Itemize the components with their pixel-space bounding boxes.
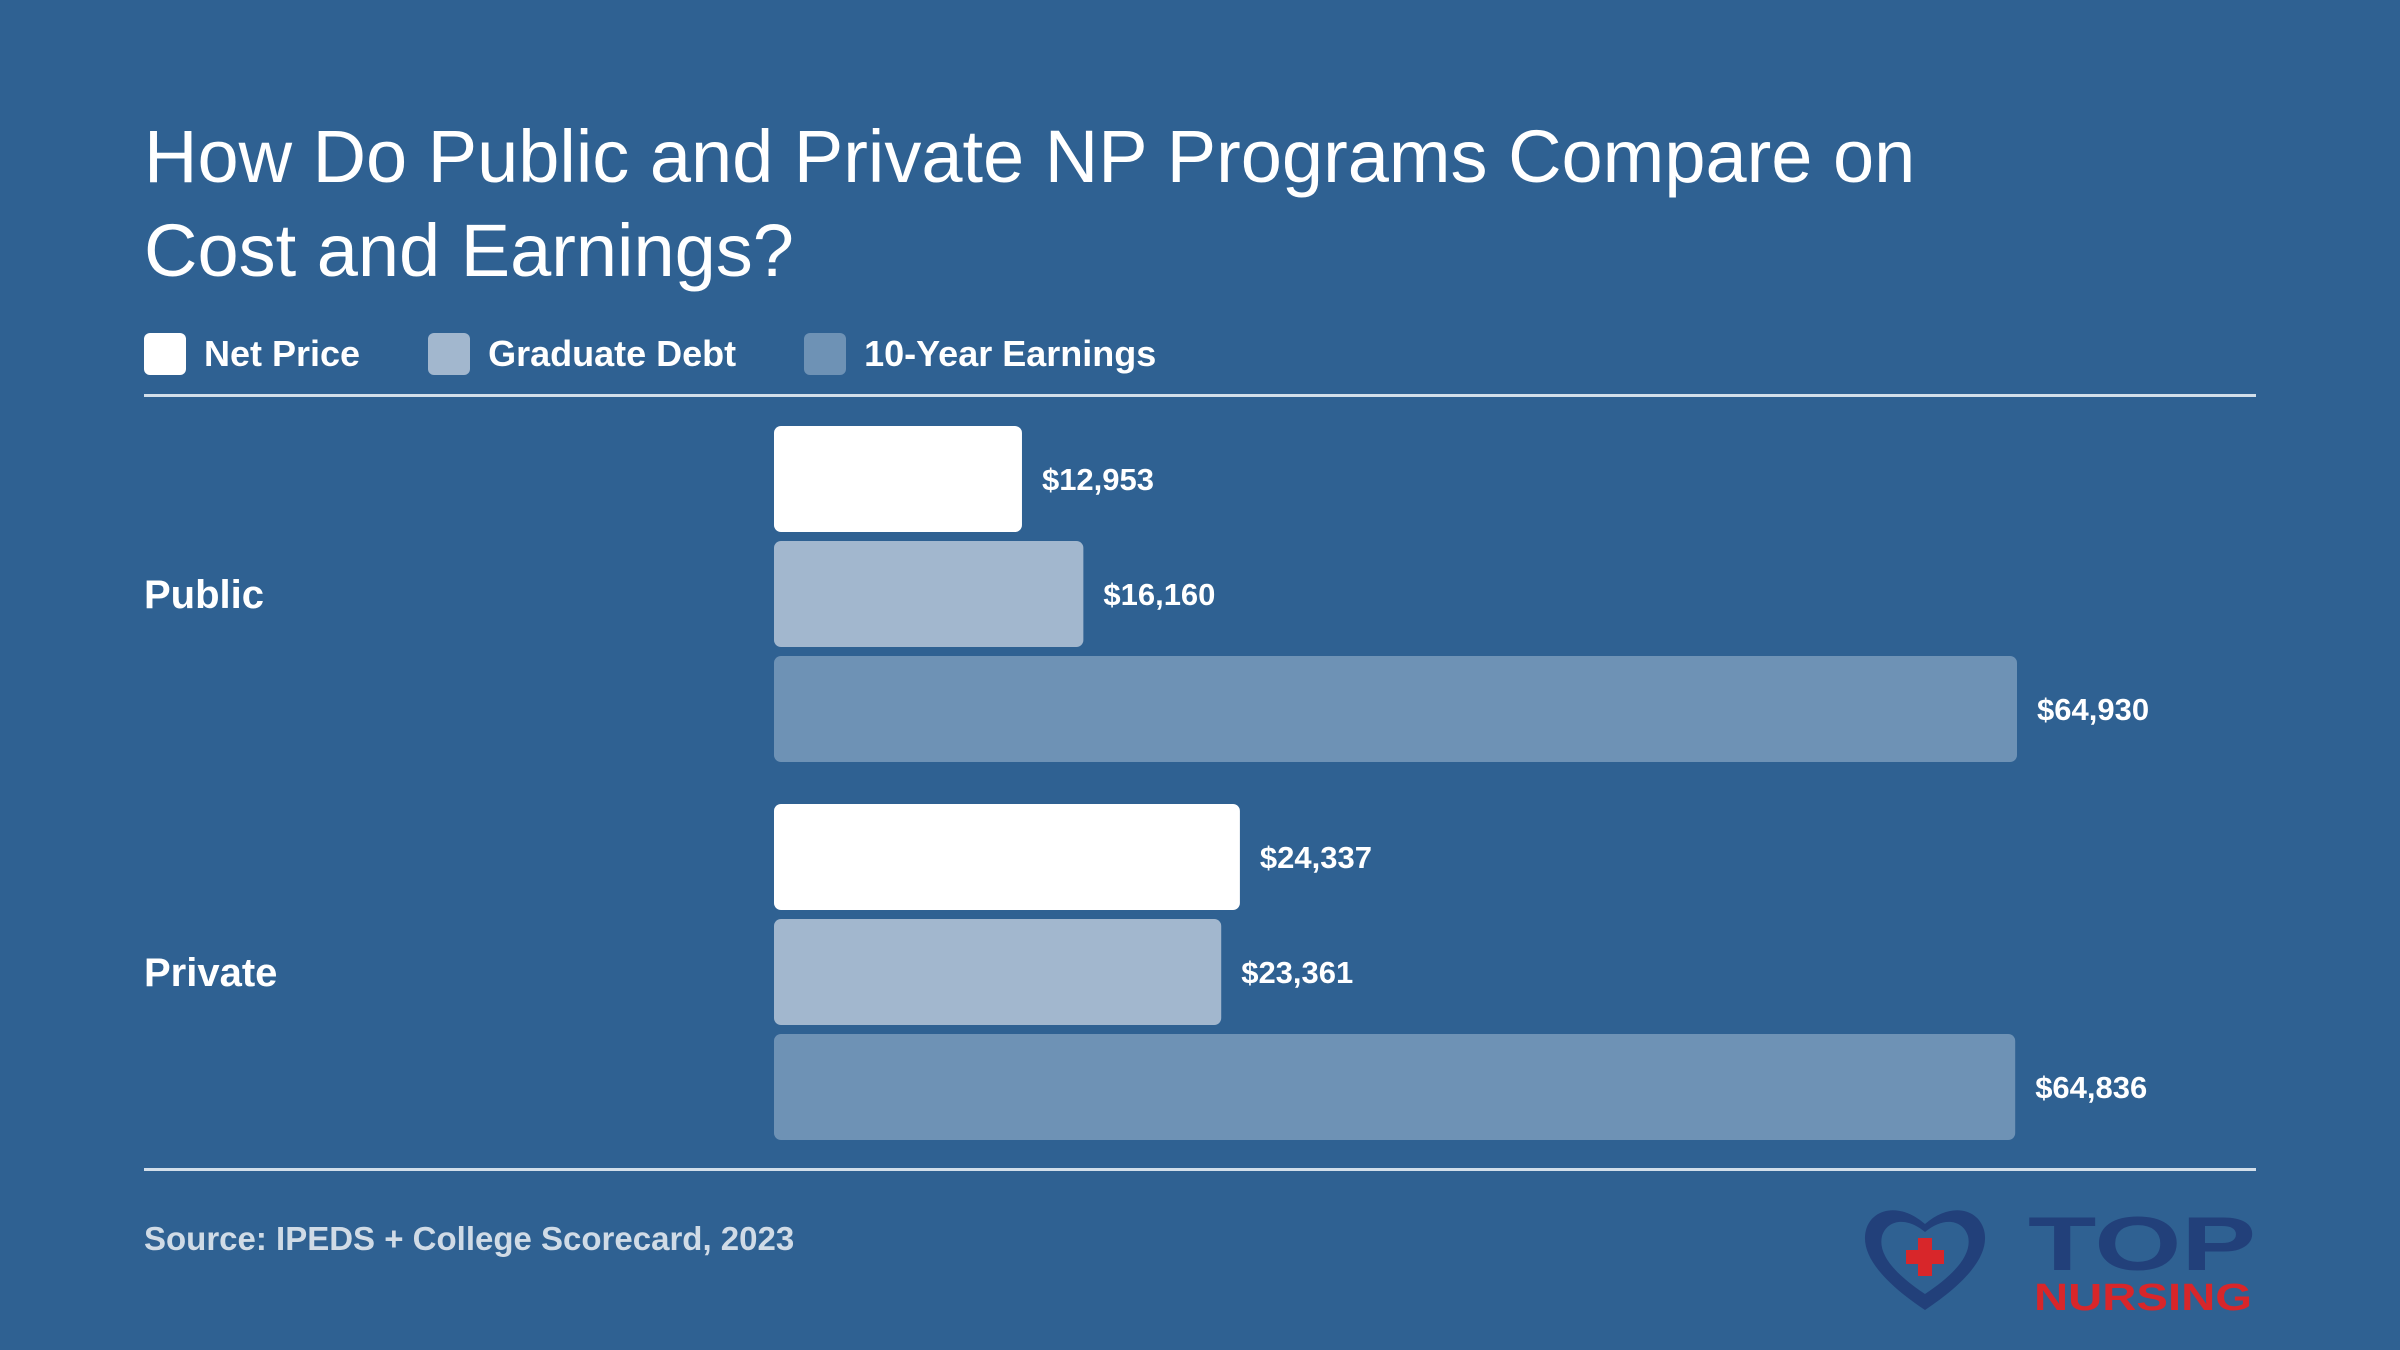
top-divider — [144, 394, 2256, 397]
data-label-private-graduate-debt: $23,361 — [1241, 955, 1353, 990]
bar-public-net-price — [774, 426, 1022, 532]
data-label-private-10-year-earnings: $64,836 — [2035, 1070, 2147, 1105]
legend-swatch-ten-year-earnings — [804, 333, 847, 375]
category-label-public: Public — [144, 573, 264, 617]
category-label-private: Private — [144, 951, 277, 995]
legend-item-graduate-debt: Graduate Debt — [428, 333, 736, 375]
legend-item-net-price: Net Price — [144, 333, 360, 375]
data-label-public-graduate-debt: $16,160 — [1103, 577, 1215, 612]
bar-public-graduate-debt — [774, 541, 1084, 647]
legend-item-ten-year-earnings: 10-Year Earnings — [804, 333, 1156, 375]
legend-label-graduate-debt: Graduate Debt — [488, 333, 737, 374]
logo-text-top: TOP — [2028, 1202, 2256, 1287]
legend-label-net-price: Net Price — [204, 333, 361, 374]
legend-swatch-graduate-debt — [428, 333, 471, 375]
data-label-private-net-price: $24,337 — [1260, 840, 1372, 875]
bar-private-graduate-debt — [774, 919, 1222, 1025]
legend-swatch-net-price — [144, 333, 186, 375]
heart-plus-icon — [1864, 1210, 1986, 1310]
data-label-public-net-price: $12,953 — [1042, 462, 1154, 497]
bar-private-net-price — [774, 804, 1240, 910]
legend-label-ten-year-earnings: 10-Year Earnings — [864, 333, 1157, 374]
legend: Net Price Graduate Debt 10-Year Earnings — [144, 330, 1224, 378]
bar-private-10-year-earnings — [774, 1034, 2016, 1140]
bar-public-10-year-earnings — [774, 656, 2017, 762]
logo-text-nursing: NURSING — [2034, 1277, 2252, 1318]
top-nursing-logo: TOP NURSING — [1864, 1202, 2256, 1318]
bottom-divider — [144, 1168, 2256, 1171]
data-label-public-10-year-earnings: $64,930 — [2037, 692, 2149, 727]
chart-title: How Do Public and Private NP Programs Co… — [144, 115, 1916, 292]
source-note: Source: IPEDS + College Scorecard, 2023 — [144, 1220, 795, 1257]
